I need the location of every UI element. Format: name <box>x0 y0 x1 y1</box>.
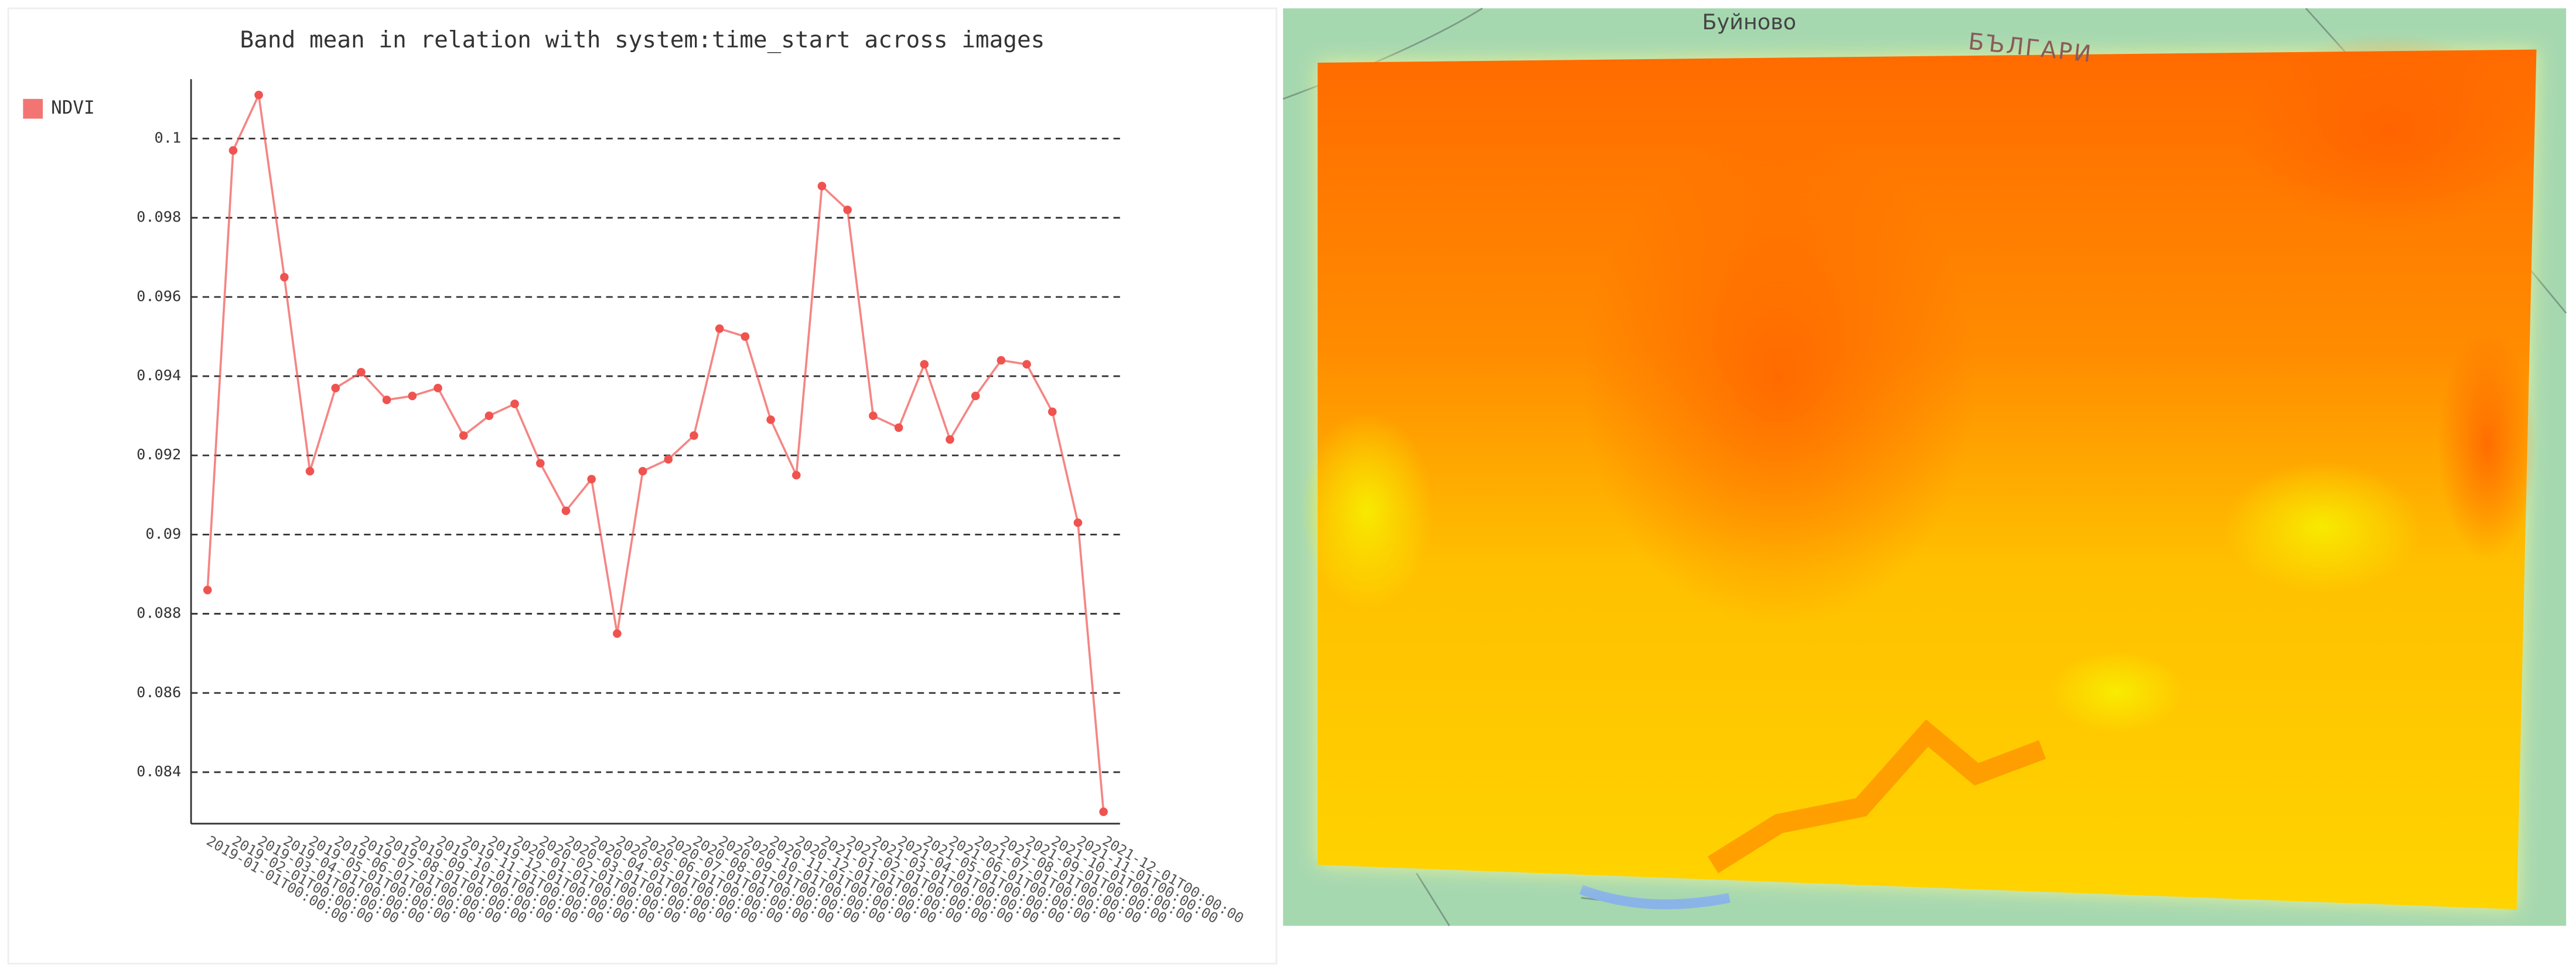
point <box>613 629 622 638</box>
point <box>843 205 852 214</box>
point <box>1073 518 1083 527</box>
point <box>894 423 903 432</box>
point <box>535 459 545 468</box>
point <box>561 506 571 516</box>
point <box>1048 407 1057 417</box>
point <box>946 435 954 444</box>
heatmap-hot <box>2240 33 2537 231</box>
chart-panel <box>7 7 1278 965</box>
point <box>485 411 494 420</box>
y-tick-label: 0.096 <box>137 288 181 305</box>
heatmap-band <box>1707 719 2046 874</box>
point <box>408 391 417 401</box>
point <box>510 400 519 408</box>
map-label: Буйново <box>1702 9 1796 35</box>
point <box>664 455 673 464</box>
point <box>587 475 596 484</box>
point <box>228 146 238 155</box>
point <box>305 466 315 476</box>
point <box>791 470 801 480</box>
point <box>280 272 289 282</box>
point <box>817 182 827 190</box>
heatmap-cool <box>2223 461 2421 594</box>
y-tick-label: 0.088 <box>137 605 181 622</box>
chart-title: Band mean in relation with system:time_s… <box>240 26 1045 53</box>
line <box>206 91 1105 812</box>
legend-label: NDVI <box>51 97 94 118</box>
point <box>638 466 647 476</box>
heatmap-cool <box>2050 650 2183 734</box>
point <box>971 391 980 401</box>
heatmap-hot <box>2437 329 2537 561</box>
y-tick-label: 0.09 <box>145 525 181 542</box>
y-tick-label: 0.086 <box>137 684 181 701</box>
point <box>459 431 468 440</box>
point <box>254 90 263 100</box>
point <box>997 356 1006 365</box>
point <box>382 395 391 404</box>
heatmap-cool <box>1301 411 1433 610</box>
legend-swatch <box>23 98 43 119</box>
point <box>690 431 698 440</box>
point <box>766 415 775 424</box>
point <box>331 384 340 393</box>
heatmap-hot <box>1581 132 1977 626</box>
point <box>434 384 442 393</box>
point <box>357 367 366 377</box>
point <box>203 585 212 595</box>
y-tick-label: 0.084 <box>137 763 181 780</box>
y-tick-label: 0.092 <box>137 446 181 463</box>
point <box>1099 807 1108 816</box>
y-tick-label: 0.098 <box>137 209 181 226</box>
map-river <box>1579 885 1731 910</box>
y-tick-label: 0.1 <box>155 129 182 146</box>
map: Буйново БЪЛГАРИ <box>1282 8 2567 926</box>
point <box>920 360 929 369</box>
point <box>1022 360 1031 369</box>
point <box>869 411 878 420</box>
y-tick-label: 0.094 <box>137 367 181 384</box>
point <box>715 324 724 333</box>
point <box>741 332 750 341</box>
